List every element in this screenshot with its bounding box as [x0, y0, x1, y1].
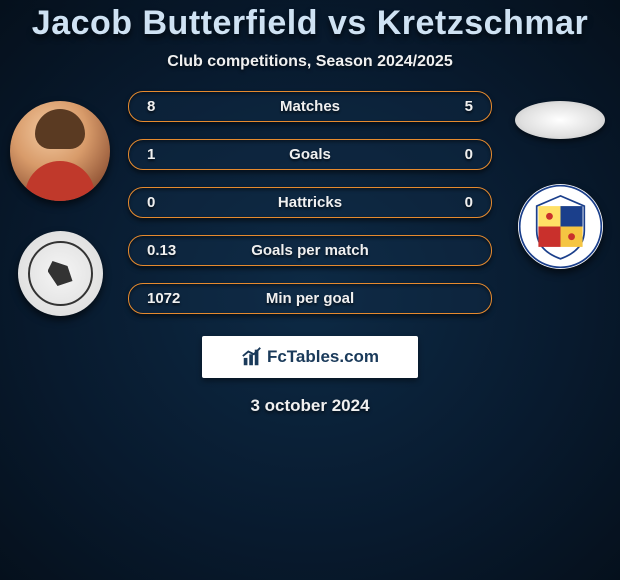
footer-date: 3 october 2024	[0, 396, 620, 416]
player-photo-left	[10, 101, 110, 201]
stats-column: 8 Matches 5 1 Goals 0 0 Hattricks 0 0.13…	[120, 91, 500, 314]
comparison-card: Jacob Butterfield vs Kretzschmar Club co…	[0, 4, 620, 416]
stat-row-matches: 8 Matches 5	[128, 91, 492, 122]
stat-label: Goals per match	[207, 242, 413, 259]
stat-label: Hattricks	[207, 194, 413, 211]
branding-label: FcTables.com	[267, 347, 379, 367]
stat-right-value: 5	[413, 98, 473, 115]
stat-right-value: 0	[413, 146, 473, 163]
bar-chart-icon	[241, 346, 263, 368]
branding-badge[interactable]: FcTables.com	[202, 336, 418, 378]
right-player-column	[500, 91, 620, 269]
stat-label: Matches	[207, 98, 413, 115]
stat-row-min-per-goal: 1072 Min per goal	[128, 283, 492, 314]
stat-left-value: 1	[147, 146, 207, 163]
stat-label: Goals	[207, 146, 413, 163]
club-crest-right	[518, 184, 603, 269]
comparison-body: 8 Matches 5 1 Goals 0 0 Hattricks 0 0.13…	[0, 91, 620, 316]
stat-row-goals-per-match: 0.13 Goals per match	[128, 235, 492, 266]
stat-row-hattricks: 0 Hattricks 0	[128, 187, 492, 218]
stat-label: Min per goal	[207, 290, 413, 307]
stat-left-value: 8	[147, 98, 207, 115]
player-photo-right-placeholder	[515, 101, 605, 139]
stat-left-value: 1072	[147, 290, 207, 307]
stat-left-value: 0	[147, 194, 207, 211]
club-crest-left	[18, 231, 103, 316]
stat-left-value: 0.13	[147, 242, 207, 259]
left-player-column	[0, 91, 120, 316]
stat-row-goals: 1 Goals 0	[128, 139, 492, 170]
page-subtitle: Club competitions, Season 2024/2025	[0, 53, 620, 71]
page-title: Jacob Butterfield vs Kretzschmar	[0, 4, 620, 43]
stat-right-value: 0	[413, 194, 473, 211]
